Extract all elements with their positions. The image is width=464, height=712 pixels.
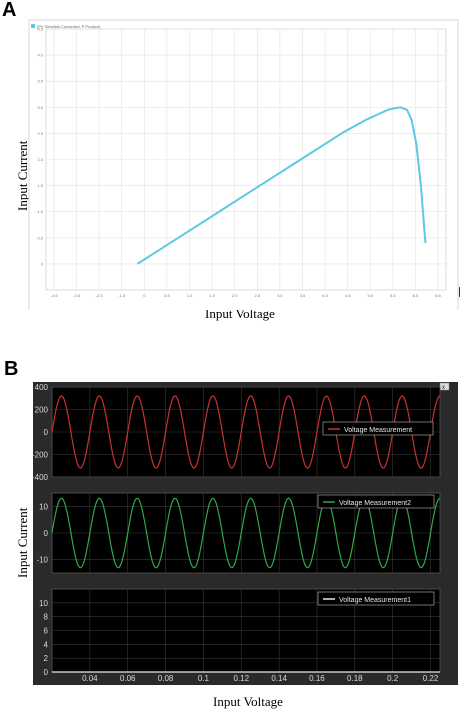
chart-a-y-tick-label: 4.0 [37,53,43,58]
chart-b-x-tick-label: 0.18 [347,674,363,683]
subplot-1-y-tick-label: 400 [35,383,49,392]
chart-a: 0 0.5 1.0 1.5 2.0 2.5 3.0 3.5 4.0 4.5 -4.5 -3.5 -2.… [28,19,460,310]
chart-a-y-tick-label: 3.5 [37,79,43,84]
subplot-2-y-ticks: 10 0 -10 [36,502,48,564]
chart-a-x-tick-label: 2.0 [232,293,238,298]
chart-a-y-tick-label: 2.5 [37,131,43,136]
chart-a-x-tick-label: 3.0 [277,293,283,298]
subplot-1-y-ticks: 400 200 0 -200 -400 [32,383,49,482]
chart-a-y-ticks: 0 0.5 1.0 1.5 2.0 2.5 3.0 3.5 4.0 4.5 [37,27,43,267]
subplot-2-y-tick-label: 0 [44,529,49,538]
subplot-2-y-tick-label: 10 [39,502,48,511]
chart-b-x-tick-label: 0.08 [158,674,174,683]
chart-a-x-ticks: -4.5 -3.5 -2.5 -1.5 0 0.5 1.0 1.5 2.0 2.5 3.0 3.5 4.… [51,293,442,298]
subplot-1-y-tick-label: -400 [32,473,49,482]
subplot-3-y-tick-label: 2 [44,654,49,663]
chart-a-series-line [136,106,427,265]
chart-a-x-tick-label: 6.0 [413,293,419,298]
subplot-1-series-line [51,395,441,469]
chart-a-legend-text: (PV Simulink Converted, P Product) [37,24,101,29]
subplot-3-legend: Voltage Measurement1 [317,591,435,606]
subplot-3-y-tick-label: 0 [44,668,49,677]
chart-b-x-tick-label: 0.16 [309,674,325,683]
chart-a-y-tick-label: 4.5 [37,27,43,32]
chart-a-x-tick-label: 4.5 [345,293,351,298]
panel-a-label: A [2,0,17,21]
subplot-1-y-tick-label: 200 [35,406,49,415]
subplot-1-legend-text: Voltage Measurement [344,427,412,434]
chart-b-x-tick-label: 0.22 [423,674,439,683]
chart-b-x-tick-label: 0.1 [198,674,210,683]
chart-a-x-tick-label: 0 [143,293,146,298]
chart-a-x-tick-label: 6.5 [435,293,441,298]
chart-a-x-tick-label: 1.0 [187,293,193,298]
chart-a-x-tick-label: -1.5 [118,293,126,298]
subplot-2-y-tick-label: -10 [36,556,48,565]
chart-b-x-ticks: 0.04 0.06 0.08 0.1 0.12 0.14 0.16 0.18 0.2 0.22 [82,674,439,683]
chart-b-x-tick-label: 0.12 [233,674,249,683]
subplot-3-y-tick-label: 6 [44,627,49,636]
subplot-2-legend: Voltage Measurement2 [317,494,435,509]
chart-a-legend-swatch [31,24,35,28]
subplot-3-y-tick-label: 8 [44,613,49,622]
chart-a-x-tick-label: -4.5 [51,293,59,298]
chart-a-x-tick-label: 4.0 [322,293,328,298]
chart-b-x-tick-label: 0.06 [120,674,136,683]
subplot-3-y-tick-label: 4 [44,640,49,649]
chart-a-y-tick-label: 0 [41,261,44,266]
chart-b-xlabel: Input Voltage [213,694,283,709]
chart-b-x-tick-label: 0.2 [387,674,399,683]
chart-b-close-icon[interactable]: x [439,382,450,391]
chart-a-x-tick-label: -3.5 [73,293,81,298]
chart-a-y-tick-label: 1.5 [37,183,43,188]
subplot-1-y-tick-label: -200 [32,451,49,460]
subplot-3-y-ticks: 10 8 6 4 2 0 [39,599,48,677]
subplot-1-legend: Voltage Measurement [322,421,434,436]
chart-a-x-tick-label: -2.5 [96,293,104,298]
chart-a-grid [46,28,446,290]
chart-b-x-tick-label: 0.14 [271,674,287,683]
subplot-2-legend-text: Voltage Measurement2 [339,500,411,507]
chart-a-x-tick-label: 5.0 [367,293,373,298]
chart-a-y-tick-label: 3.0 [37,105,43,110]
chart-a-x-tick-label: 3.5 [300,293,306,298]
subplot-1-y-tick-label: 0 [44,428,49,437]
subplot-2-series-line [51,497,441,569]
panel-b-label: B [4,358,19,380]
chart-a-x-tick-label: 1.5 [209,293,215,298]
chart-a-x-tick-label: 0.5 [164,293,170,298]
chart-a-y-tick-label: 1.0 [37,209,43,214]
chart-a-y-tick-label: 2.0 [37,157,43,162]
chart-a-x-tick-label: 2.5 [255,293,261,298]
subplot-3-legend-text: Voltage Measurement1 [339,597,411,604]
chart-a-y-tick-label: 0.5 [37,235,43,240]
chart-b-x-tick-label: 0.04 [82,674,98,683]
chart-a-edge-mark [459,287,460,297]
svg-text:x: x [442,385,445,391]
chart-a-legend: (PV Simulink Converted, P Product) [31,24,101,29]
chart-a-x-tick-label: 5.5 [390,293,396,298]
subplot-3-y-tick-label: 10 [39,599,48,608]
